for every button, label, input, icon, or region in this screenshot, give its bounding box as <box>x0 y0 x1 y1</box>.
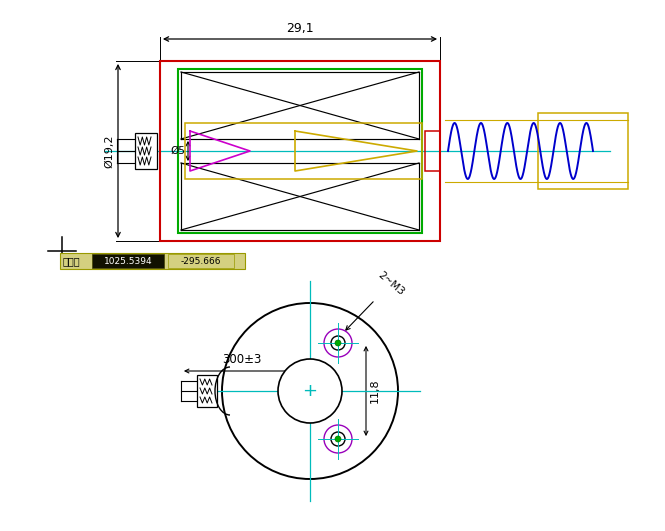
Circle shape <box>335 436 341 442</box>
Bar <box>425 131 440 171</box>
Text: 1025.5394: 1025.5394 <box>104 256 152 266</box>
Text: 300±3: 300±3 <box>222 353 261 366</box>
Text: 29,1: 29,1 <box>286 22 314 35</box>
Bar <box>197 375 217 407</box>
Bar <box>168 254 234 268</box>
Bar <box>178 69 422 233</box>
Circle shape <box>222 303 398 479</box>
Bar <box>185 123 422 179</box>
Bar <box>92 254 164 268</box>
Text: 11,8: 11,8 <box>370 379 380 404</box>
Text: +: + <box>303 382 317 400</box>
Circle shape <box>278 359 342 423</box>
Bar <box>538 113 628 189</box>
Bar <box>160 61 440 241</box>
Text: Ø5: Ø5 <box>170 146 185 156</box>
Text: Ø19,2: Ø19,2 <box>104 134 114 168</box>
Text: -295.666: -295.666 <box>181 256 221 266</box>
Circle shape <box>331 336 345 350</box>
Text: 命令：: 命令： <box>63 256 80 266</box>
Bar <box>60 253 245 269</box>
Circle shape <box>331 432 345 446</box>
Bar <box>135 133 157 169</box>
Text: 2~M3: 2~M3 <box>346 270 406 330</box>
Circle shape <box>335 340 341 346</box>
